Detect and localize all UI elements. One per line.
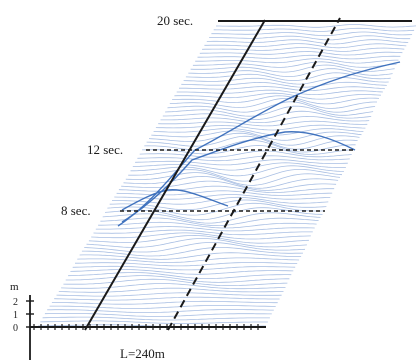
waterfall-trace: [51, 300, 278, 305]
waterfall-trace: [211, 31, 413, 37]
waterfall-trace: [56, 292, 282, 297]
dashed-diagonal: [167, 17, 341, 331]
waterfall-trace: [172, 95, 380, 105]
waterfall-trace: [65, 275, 290, 283]
waterfall-trace: [197, 54, 401, 60]
scale-unit: m: [10, 281, 19, 293]
waterfall-traces: [37, 24, 417, 328]
waterfall-trace: [61, 283, 286, 290]
waterfall-trace: [75, 262, 298, 267]
wave-trace-lower: [121, 189, 229, 211]
waterfall-trace: [139, 150, 352, 158]
waterfall-trace: [44, 313, 272, 317]
waterfall-trace: [135, 159, 348, 166]
waterfall-trace: [213, 27, 415, 32]
waterfall-trace: [121, 180, 337, 191]
length-axis-ticks: [33, 324, 259, 330]
time-label-8: 8 sec.: [61, 203, 91, 218]
waterfall-trace: [153, 128, 364, 136]
waterfall-trace: [192, 61, 397, 68]
waterfall-trace: [151, 130, 362, 141]
waterfall-trace: [130, 165, 344, 177]
waterfall-trace: [160, 115, 370, 123]
scale-tick-label-0: 0: [13, 323, 18, 334]
wave-trace-upper: [117, 61, 401, 227]
waterfall-trace: [95, 226, 315, 232]
waterfall-trace: [216, 24, 417, 28]
waterfall-trace: [188, 68, 393, 77]
waterfall-trace: [137, 155, 350, 162]
waterfall-trace: [68, 272, 292, 280]
waterfall-trace: [155, 124, 366, 131]
waterfall-trace: [77, 257, 300, 263]
length-label: L=240m: [120, 346, 165, 361]
waterfall-trace: [199, 51, 403, 56]
time-markers: [120, 20, 412, 212]
waterfall-trace: [47, 309, 274, 313]
waterfall-trace: [181, 81, 387, 88]
waterfall-trace: [125, 172, 341, 186]
waterfall-trace: [118, 185, 335, 193]
waterfall-trace: [93, 229, 313, 236]
waterfall-trace: [174, 92, 381, 100]
waterfall-trace: [132, 162, 346, 171]
scale-tick-label-2: 2: [13, 297, 18, 308]
waterfall-trace: [49, 305, 276, 309]
waterfall-trace: [63, 278, 288, 286]
waterfall-trace: [54, 296, 280, 301]
waterfall-trace: [98, 221, 317, 229]
diagonal-references: [84, 17, 341, 331]
waterfall-trace: [176, 89, 383, 96]
waterfall-trace: [40, 320, 268, 324]
waterfall-trace: [81, 247, 304, 257]
waterfall-trace: [195, 58, 399, 64]
waterfall-trace: [84, 242, 306, 253]
waterfall-trace: [86, 238, 307, 248]
waterfall-trace: [79, 252, 302, 260]
waterfall-trace: [91, 232, 311, 240]
waterfall-trace: [179, 86, 385, 91]
waterfall-trace: [58, 287, 284, 293]
waterfall-trace: [72, 265, 296, 271]
waterfall-trace: [204, 43, 407, 49]
time-label-12: 12 sec.: [87, 142, 123, 157]
waterfall-trace: [167, 101, 376, 113]
wave-propagation-traces: [117, 61, 401, 227]
waterfall-trace: [165, 105, 374, 117]
waterfall-trace: [128, 169, 343, 182]
waterfall-trace: [146, 135, 358, 150]
waterfall-trace: [169, 98, 377, 109]
waterfall-trace: [70, 269, 294, 275]
waterfall-trace: [88, 234, 309, 244]
waterfall-trace: [42, 316, 270, 321]
solid-diagonal: [84, 19, 266, 331]
waterfall-trace: [141, 145, 354, 155]
waterfall-trace: [206, 39, 409, 45]
scale-tick-label-1: 1: [13, 310, 18, 321]
length-axis: [30, 324, 266, 330]
waterfall-trace: [123, 175, 339, 189]
waterfall-trace: [209, 35, 411, 41]
waterfall-trace: [185, 72, 391, 81]
waterfall-trace: [190, 64, 395, 73]
time-label-20: 20 sec.: [157, 13, 193, 28]
waterfall-trace: [183, 77, 389, 85]
wave-trace-middle: [121, 131, 356, 223]
waterfall-trace: [100, 217, 319, 226]
waterfall-trace: [102, 212, 321, 224]
waterfall-trace: [158, 120, 368, 127]
waterfall-trace: [162, 110, 372, 120]
waterfall-trace: [202, 47, 405, 52]
